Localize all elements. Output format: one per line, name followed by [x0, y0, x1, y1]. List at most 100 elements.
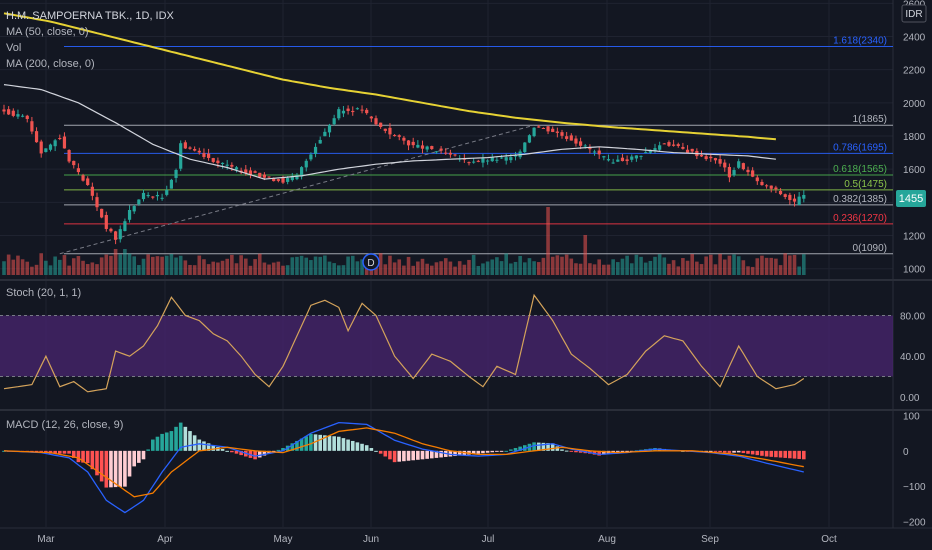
candle-body: [193, 149, 197, 151]
fib-label-2: 0.786(1695): [833, 142, 887, 153]
volume-bar: [109, 255, 113, 275]
volume-bar: [211, 261, 216, 275]
volume-bar: [285, 265, 290, 275]
macd-histogram-bar: [95, 450, 99, 476]
macd-histogram-bar: [481, 450, 485, 454]
volume-bar: [341, 265, 346, 275]
candle-body: [262, 174, 266, 178]
volume-bar: [527, 258, 532, 275]
candle-body: [699, 154, 704, 157]
candle-body: [332, 118, 336, 125]
x-month-label: Mar: [37, 534, 55, 545]
candle-body: [230, 164, 234, 167]
candle-body: [634, 155, 638, 159]
volume-bar: [625, 255, 629, 275]
dividend-marker[interactable]: D: [362, 253, 380, 271]
volume-bar: [471, 254, 476, 275]
candle-body: [523, 142, 527, 153]
volume-bar: [192, 265, 197, 275]
macd-histogram-bar: [230, 450, 234, 453]
macd-histogram-bar: [304, 436, 309, 451]
macd-panel-label[interactable]: MACD (12, 26, close, 9): [6, 419, 123, 431]
candle-body: [132, 206, 136, 212]
macd-histogram-bar: [309, 433, 313, 451]
volume-bar: [290, 257, 295, 275]
macd-histogram-bar: [71, 450, 76, 458]
candle-body: [490, 157, 494, 162]
candle-body: [341, 110, 346, 114]
macd-histogram-bar: [197, 439, 202, 451]
candle-body: [467, 162, 471, 164]
macd-histogram-bar: [490, 450, 495, 453]
volume-bar: [346, 256, 350, 275]
volume-bar: [495, 257, 499, 275]
stoch-panel-label[interactable]: Stoch (20, 1, 1): [6, 287, 81, 299]
volume-bar: [146, 254, 150, 275]
macd-histogram-bar: [234, 450, 239, 454]
macd-histogram-bar: [783, 450, 787, 458]
candle-body: [141, 192, 146, 200]
volume-bar: [481, 263, 485, 275]
candle-body: [476, 160, 480, 162]
candle-body: [211, 158, 215, 162]
candle-body: [718, 159, 722, 164]
macd-line: [3, 421, 804, 514]
volume-bar: [402, 265, 406, 275]
candle-body: [611, 162, 615, 164]
candle-body: [123, 221, 127, 232]
macd-y-tick: 0: [903, 447, 909, 458]
candle-body: [504, 157, 508, 161]
last-price-badge: 1455: [896, 190, 926, 207]
macd-histogram-bar: [532, 442, 536, 451]
volume-bar: [536, 262, 541, 275]
macd-histogram-bar: [736, 450, 741, 453]
ma50-line: [3, 84, 776, 180]
candle-body: [746, 169, 750, 173]
candle-body: [253, 171, 257, 173]
volume-bar: [439, 261, 443, 275]
volume-bar: [295, 256, 299, 275]
candle-body: [709, 156, 713, 159]
candle-body: [727, 166, 731, 178]
indicator-vol-label[interactable]: Vol: [6, 42, 21, 54]
candle-body: [760, 181, 764, 186]
macd-histogram-bar: [290, 443, 295, 451]
volume-bar: [769, 257, 774, 275]
indicator-ma50-label[interactable]: MA (50, close, 0): [6, 26, 89, 38]
volume-bar: [639, 256, 643, 275]
macd-histogram-bar: [132, 450, 136, 467]
volume-bar: [123, 249, 127, 275]
volume-bar: [188, 264, 192, 275]
candle-body: [509, 157, 513, 161]
volume-bar: [685, 260, 690, 275]
indicator-ma200-label[interactable]: MA (200, close, 0): [6, 58, 95, 70]
candle-body: [48, 144, 53, 150]
volume-bar: [99, 257, 104, 275]
macd-histogram-bar: [39, 450, 43, 452]
volume-bar: [634, 254, 639, 275]
macd-histogram-bar: [592, 450, 597, 455]
volume-bar: [276, 261, 281, 275]
volume-bar: [643, 262, 648, 275]
volume-bar: [174, 257, 178, 275]
macd-histogram-bar: [727, 450, 732, 453]
macd-histogram-bar: [397, 450, 402, 462]
macd-histogram-bar: [183, 426, 188, 451]
macd-histogram-bar: [425, 450, 429, 459]
volume-bar: [197, 255, 202, 275]
candle-body: [592, 151, 597, 153]
volume-bar: [2, 261, 6, 275]
candle-body: [383, 128, 387, 131]
candle-body: [425, 146, 429, 150]
volume-bar: [569, 258, 574, 275]
macd-histogram-bar: [713, 450, 718, 452]
volume-bar: [746, 266, 750, 275]
candle-body: [369, 116, 373, 119]
volume-bar: [736, 256, 741, 275]
macd-signal-line: [3, 427, 804, 498]
macd-histogram-bar: [411, 450, 415, 461]
volume-bar: [39, 253, 43, 275]
candle-body: [416, 144, 420, 148]
volume-bar: [216, 262, 220, 275]
macd-histogram-bar: [346, 439, 350, 451]
